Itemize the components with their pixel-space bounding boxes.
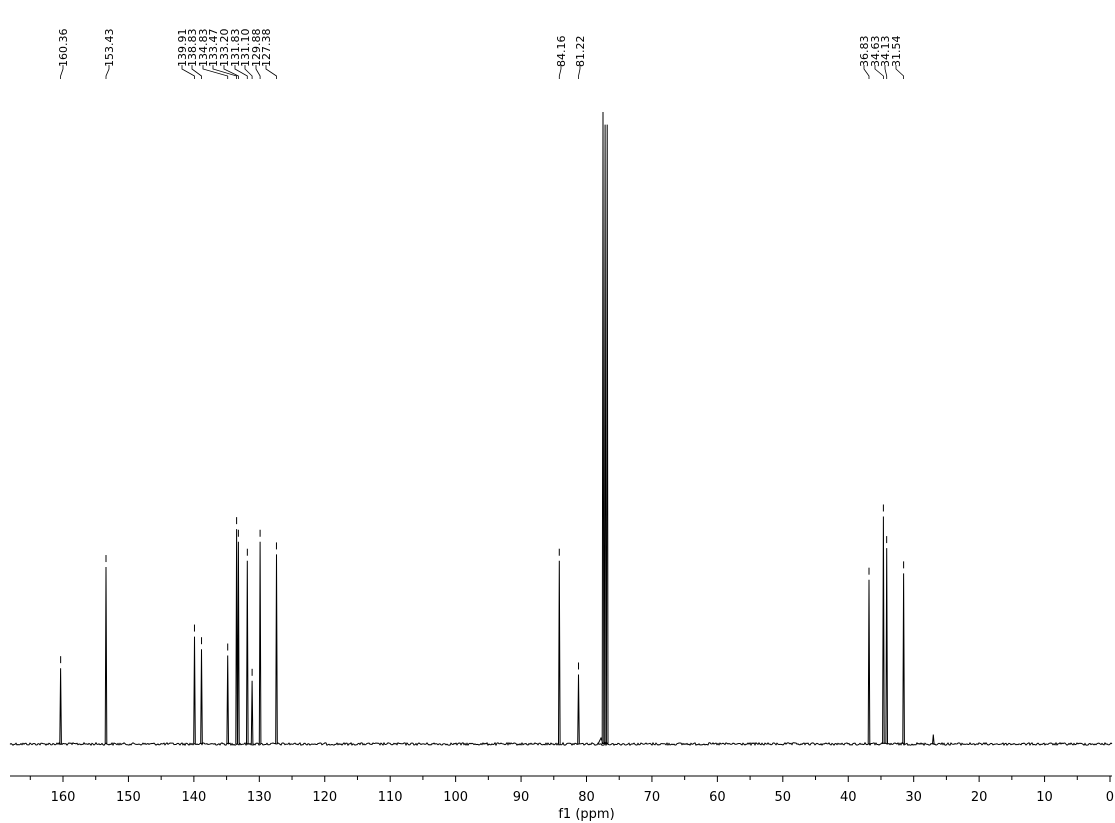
peak-label-connector bbox=[60, 65, 64, 79]
x-tick-label: 140 bbox=[181, 790, 206, 805]
x-tick-label: 0 bbox=[1106, 790, 1114, 805]
x-tick-label: 30 bbox=[905, 790, 922, 805]
x-tick-label: 20 bbox=[971, 790, 988, 805]
peak-label-connector bbox=[234, 65, 248, 79]
peak-label: 129.88 bbox=[250, 29, 263, 68]
spectrum-trace bbox=[9, 111, 1113, 747]
peak-label-connector bbox=[265, 65, 277, 79]
x-tick-label: 100 bbox=[443, 790, 468, 805]
peak-label: 134.83 bbox=[197, 29, 210, 68]
x-axis-title: f1 (ppm) bbox=[558, 807, 614, 822]
peak-label-connector bbox=[244, 65, 253, 79]
peak-label: 127.38 bbox=[260, 29, 273, 68]
x-tick-label: 130 bbox=[247, 790, 272, 805]
x-tick-label: 110 bbox=[378, 790, 403, 805]
x-tick-label: 90 bbox=[513, 790, 530, 805]
peak-label: 34.63 bbox=[869, 36, 882, 68]
x-tick-label: 80 bbox=[578, 790, 595, 805]
x-tick-label: 50 bbox=[775, 790, 792, 805]
peak-label-connector bbox=[558, 65, 562, 79]
x-tick-label: 160 bbox=[51, 790, 76, 805]
peak-label-connector bbox=[884, 65, 888, 79]
peak-label: 138.83 bbox=[186, 29, 199, 68]
peak-label: 34.13 bbox=[879, 36, 892, 68]
x-axis-ticks: 160 150 140 130 120 110 100 90 80 70 60 50 40 30 20 10 0 bbox=[29, 776, 1114, 805]
peak-label-connector bbox=[202, 65, 229, 79]
peak-label-connector bbox=[578, 65, 581, 79]
peak-label-connector bbox=[874, 65, 884, 79]
peak-label: 81.22 bbox=[574, 36, 587, 68]
peak-label-connector bbox=[212, 65, 237, 79]
x-tick-label: 60 bbox=[709, 790, 726, 805]
x-tick-label: 70 bbox=[644, 790, 661, 805]
peak-label-connector bbox=[223, 65, 239, 79]
peak-label: 153.43 bbox=[103, 29, 116, 68]
x-tick-label: 150 bbox=[116, 790, 141, 805]
peak-label: 160.36 bbox=[57, 29, 70, 68]
peak-label: 133.20 bbox=[218, 29, 231, 68]
peak-label: 131.10 bbox=[239, 29, 252, 68]
peak-label-connector bbox=[105, 65, 110, 79]
peak-label: 139.91 bbox=[176, 29, 189, 68]
peak-label-connector bbox=[895, 65, 904, 79]
x-tick-label: 120 bbox=[312, 790, 337, 805]
peak-label: 133.47 bbox=[207, 29, 220, 68]
peak-label-connector bbox=[255, 65, 261, 79]
peak-label-connector bbox=[191, 65, 202, 79]
x-tick-label: 40 bbox=[840, 790, 857, 805]
peak-label: 84.16 bbox=[555, 36, 568, 68]
peak-labels: 160.36 153.43 139.91138.83134.83133.47133.… bbox=[57, 29, 903, 68]
peak-label-connector bbox=[181, 65, 195, 79]
peak-label-connectors bbox=[60, 65, 904, 79]
peak-label: 131.83 bbox=[229, 29, 242, 68]
x-tick-label: 10 bbox=[1036, 790, 1053, 805]
peak-label: 31.54 bbox=[890, 36, 903, 68]
peak-markers bbox=[60, 504, 905, 676]
peak-label: 36.83 bbox=[858, 36, 871, 68]
peak-label-connector bbox=[863, 65, 870, 79]
